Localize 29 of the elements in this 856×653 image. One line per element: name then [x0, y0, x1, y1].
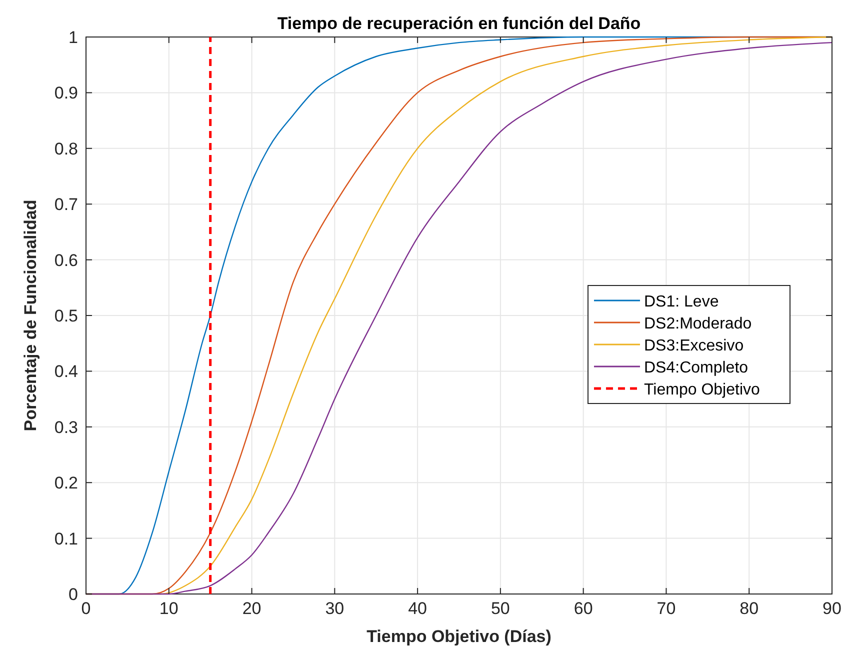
x-tick-label: 50	[490, 599, 510, 618]
y-tick-label: 0.9	[54, 84, 78, 103]
y-axis-title: Porcentaje de Funcionalidad	[21, 200, 40, 432]
x-tick-label: 30	[325, 599, 344, 618]
x-tick-label: 60	[574, 599, 593, 618]
x-tick-label: 20	[242, 599, 262, 618]
legend-label: Tiempo Objetivo	[644, 382, 760, 398]
y-tick-label: 0.5	[54, 306, 78, 326]
y-tick-label: 0.6	[54, 250, 78, 270]
chart-title: Tiempo de recuperación en función del Daño	[277, 14, 641, 33]
x-tick-label: 70	[656, 599, 676, 618]
y-tick-label: 0.1	[54, 529, 78, 548]
x-tick-label: 0	[81, 599, 91, 618]
legend-label: DS4:Completo	[644, 360, 748, 376]
y-tick-label: 0.2	[54, 474, 78, 493]
x-tick-label: 90	[822, 599, 842, 618]
y-tick-label: 0.4	[54, 362, 78, 382]
x-tick-label: 10	[159, 599, 178, 618]
y-tick-label: 1	[68, 28, 78, 47]
y-tick-label: 0.3	[54, 418, 78, 437]
x-axis-title: Tiempo Objetivo (Días)	[366, 627, 552, 646]
legend-label: DS3:Excesivo	[644, 338, 744, 354]
legend-label: DS1: Leve	[644, 294, 719, 310]
x-tick-label: 80	[740, 599, 759, 618]
y-tick-label: 0.8	[54, 139, 78, 158]
y-tick-label: 0.7	[54, 195, 78, 214]
legend-label: DS2:Moderado	[644, 316, 752, 332]
y-tick-label: 0	[68, 585, 78, 604]
x-tick-label: 40	[408, 599, 428, 618]
